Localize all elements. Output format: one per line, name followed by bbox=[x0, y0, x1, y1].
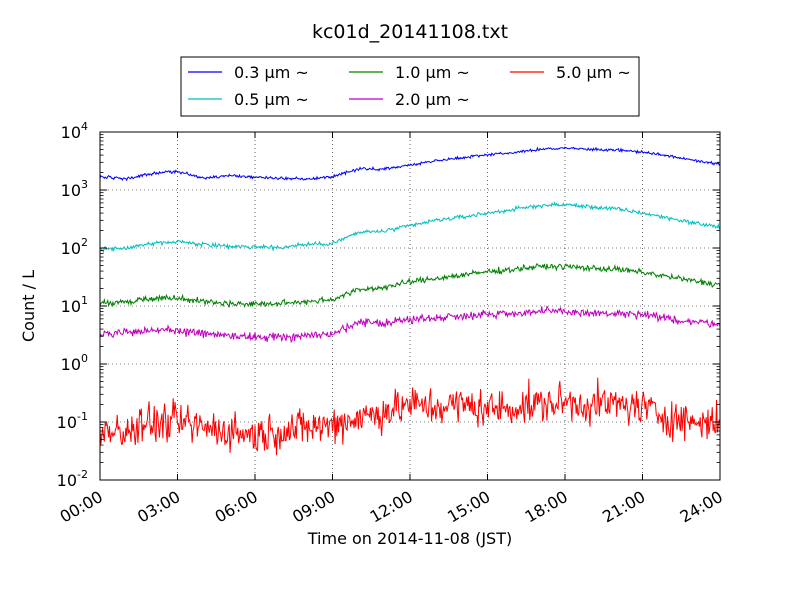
series-line bbox=[99, 305, 721, 344]
legend-label: 0.5 μm ~ bbox=[234, 90, 309, 109]
series-line bbox=[99, 263, 721, 309]
legend: 0.3 μm ~ 0.5 μm ~ 1.0 μm ~ 2.0 μm ~ 5.0 μm ~ bbox=[180, 56, 640, 117]
grid-lines bbox=[100, 132, 720, 480]
legend-label: 0.3 μm ~ bbox=[234, 63, 309, 82]
y-tick-label: 101​ bbox=[61, 294, 88, 316]
legend-box bbox=[180, 56, 640, 117]
y-tick-label: 102​ bbox=[61, 236, 88, 258]
x-tick-label: 12:00 bbox=[367, 487, 416, 527]
y-tick-label: 10-1​ bbox=[57, 410, 88, 432]
x-axis-label: Time on 2014-11-08 (JST) bbox=[307, 529, 512, 548]
x-tick-label: 03:00 bbox=[134, 487, 183, 527]
y-tick-label: 104​ bbox=[61, 120, 88, 142]
legend-label: 1.0 μm ~ bbox=[395, 63, 470, 82]
series-group bbox=[99, 146, 721, 456]
y-axis-label: Count / L bbox=[19, 270, 38, 342]
x-tick-label: 21:00 bbox=[599, 487, 648, 527]
series-line bbox=[99, 201, 721, 254]
series-line bbox=[99, 377, 721, 456]
x-tick-label: 18:00 bbox=[522, 487, 571, 527]
y-tick-label: 10-2​ bbox=[57, 468, 88, 490]
y-tick-label: 100​ bbox=[61, 352, 88, 374]
x-tick-label: 24:00 bbox=[677, 487, 726, 527]
chart-title: kc01d_20141108.txt bbox=[312, 21, 508, 43]
y-tick-label: 103​ bbox=[61, 178, 88, 200]
x-tick-labels: 00:00 03:00 06:00 09:00 12:00 15:00 18:00 21:00… bbox=[57, 487, 726, 527]
legend-label: 2.0 μm ~ bbox=[395, 90, 470, 109]
y-tick-labels: 10-2​ 10-1​ 100​ 101​ 102​ 103​ 104​ bbox=[57, 120, 88, 490]
x-tick-label: 15:00 bbox=[444, 487, 493, 527]
x-tick-label: 00:00 bbox=[57, 487, 106, 527]
series-line bbox=[99, 146, 721, 182]
x-tick-label: 09:00 bbox=[289, 487, 338, 527]
legend-label: 5.0 μm ~ bbox=[556, 63, 631, 82]
x-tick-label: 06:00 bbox=[212, 487, 261, 527]
ticks bbox=[99, 131, 721, 481]
